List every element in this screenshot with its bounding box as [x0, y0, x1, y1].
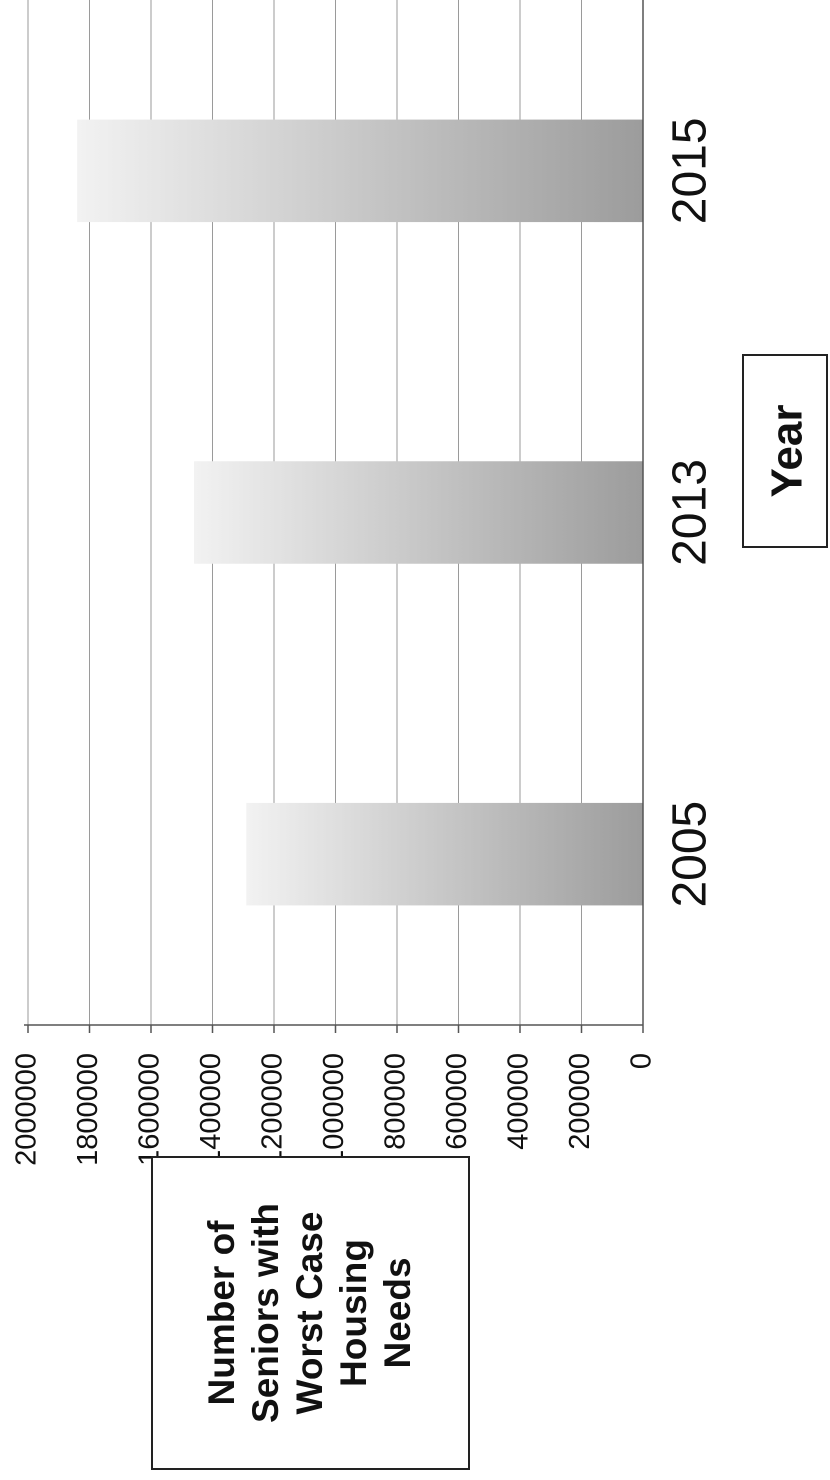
category-label-2013: 2013	[664, 459, 717, 566]
y-tick-label: 2000000	[11, 1053, 43, 1166]
y-tick-label: 1400000	[195, 1053, 227, 1166]
y-tick-label: 1000000	[318, 1053, 350, 1166]
y-tick-label: 1800000	[72, 1053, 104, 1166]
category-labels: 2005 2013 2015	[664, 117, 717, 907]
y-tick-label: 0	[626, 1053, 658, 1069]
value-axis-ticks: 0 200000 400000 600000 800000 1000000 1200000 1…	[11, 1025, 658, 1166]
category-label-2015: 2015	[664, 117, 717, 224]
bars	[77, 119, 644, 906]
y-axis-title: Number ofSeniors withWorst CaseHousingNe…	[201, 1203, 418, 1423]
y-tick-label: 600000	[441, 1053, 473, 1150]
y-tick-label: 400000	[503, 1053, 535, 1150]
ylabel-box	[151, 1156, 470, 1470]
y-tick-label: 1600000	[134, 1053, 166, 1166]
y-axis-title-line: Worst Case	[289, 1212, 330, 1415]
y-axis-title-line: Number of	[201, 1220, 242, 1406]
y-axis-title-text: Number ofSeniors withWorst CaseHousingNe…	[201, 1203, 418, 1423]
y-tick-label: 800000	[380, 1053, 412, 1150]
xlabel-box	[742, 354, 828, 548]
bar-2005	[246, 802, 643, 906]
y-tick-label: 1200000	[257, 1053, 289, 1166]
bar-2013	[194, 461, 644, 564]
bar-2015	[77, 119, 643, 223]
y-tick-label: 200000	[564, 1053, 596, 1150]
category-label-2005: 2005	[664, 801, 717, 908]
x-axis-title: Year	[763, 405, 812, 498]
y-axis-title-line: Seniors with	[245, 1203, 286, 1423]
y-axis-title-line: Needs	[377, 1257, 418, 1368]
y-axis-title-line: Housing	[333, 1239, 374, 1387]
